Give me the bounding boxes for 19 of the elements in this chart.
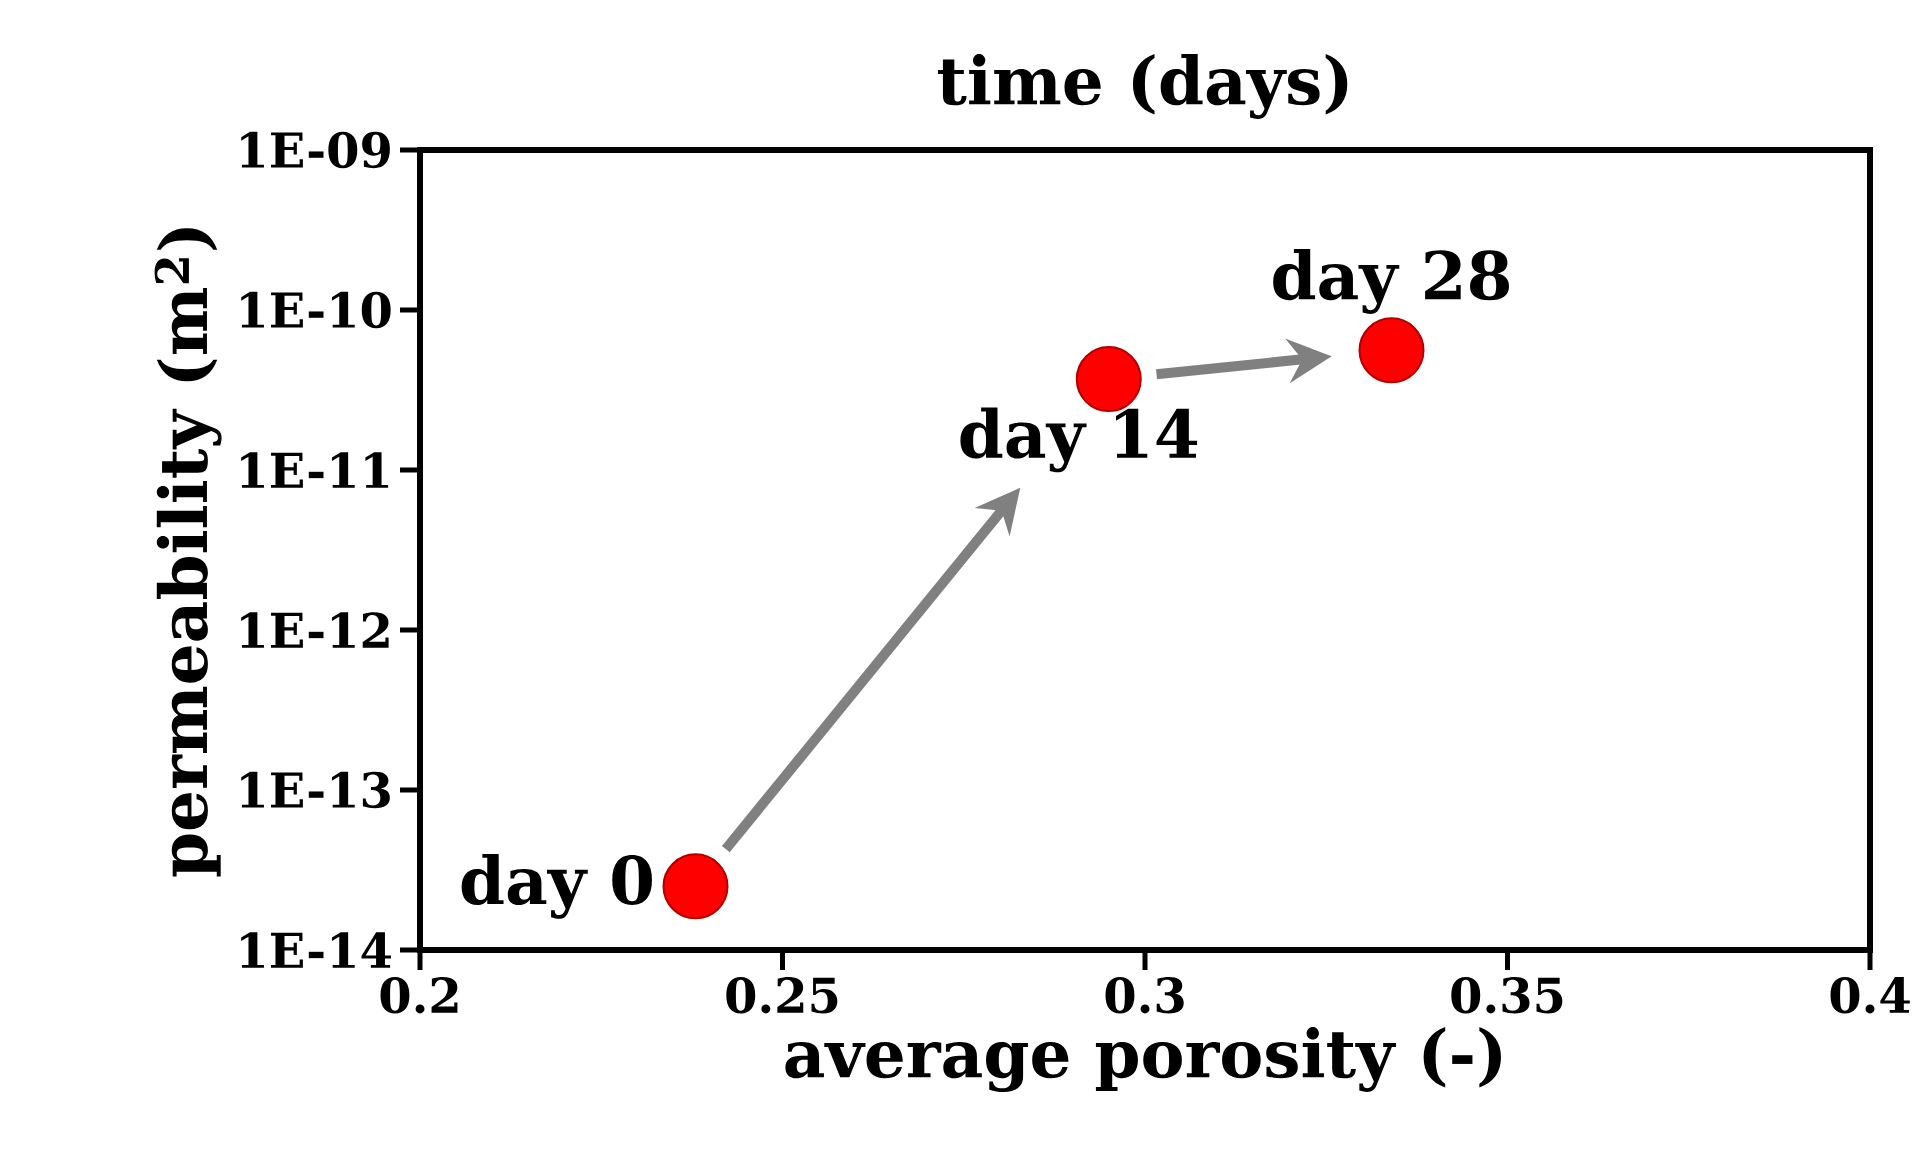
y-tick-label: 1E-10 <box>241 291 391 329</box>
y-tick-label: 1E-14 <box>241 932 391 968</box>
x-tick-label: 0.2 <box>380 977 458 1014</box>
x-tick-label: 0.35 <box>1451 977 1563 1014</box>
y-tick-label: 1E-13 <box>241 771 390 809</box>
annotation: day 0 <box>461 853 652 919</box>
y-tick-label: 1E-09 <box>241 131 390 169</box>
annotation: day 14 <box>960 407 1198 473</box>
y-tick-label: 1E-12 <box>241 612 389 648</box>
y-axis-title: permeability (m$^{2}$) <box>154 228 222 877</box>
x-tick-label: 0.25 <box>726 977 838 1014</box>
annotation: day 28 <box>1273 249 1509 314</box>
x-axis-title: average porosity (-) <box>785 1027 1501 1092</box>
y-tick-label: 1E-11 <box>241 452 389 488</box>
chart-title: time (days) <box>937 54 1348 119</box>
x-tick-label: 0.4 <box>1830 977 1910 1014</box>
point <box>662 853 729 920</box>
point <box>1358 317 1425 384</box>
x-tick-label: 0.3 <box>1105 977 1184 1014</box>
